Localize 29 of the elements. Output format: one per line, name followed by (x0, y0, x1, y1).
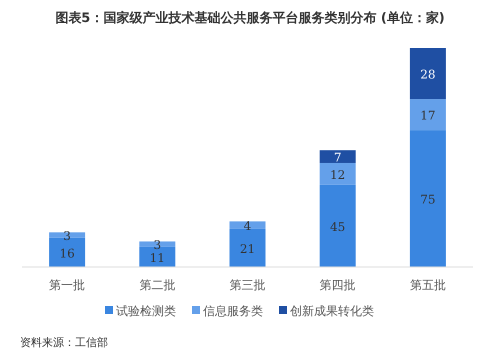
bar (410, 130, 446, 267)
data-label: 17 (420, 108, 436, 123)
x-tick-label: 第四批 (320, 278, 356, 292)
chart-title: 图表5：国家级产业技术基础公共服务平台服务类别分布 (单位：家) (55, 10, 445, 26)
x-tick-label: 第三批 (230, 278, 266, 292)
data-label: 16 (59, 246, 75, 260)
legend-label: 信息服务类 (203, 304, 263, 318)
data-label: 3 (153, 238, 162, 252)
data-label: 75 (420, 192, 436, 207)
bar (320, 150, 356, 163)
x-tick-label: 第二批 (139, 278, 176, 292)
legend-label: 试验检测类 (116, 304, 176, 318)
data-label: 12 (330, 168, 346, 182)
bar (320, 184, 356, 267)
bar (410, 48, 446, 100)
legend-label: 创新成果转化类 (290, 304, 374, 318)
bar (410, 99, 446, 130)
x-tick-label: 第五批 (410, 278, 446, 292)
data-label: 4 (244, 219, 252, 234)
bar (320, 162, 356, 185)
data-label: 21 (240, 242, 256, 256)
x-tick-label: 第一批 (49, 278, 86, 292)
data-label: 28 (420, 68, 436, 82)
data-label: 7 (334, 150, 342, 165)
data-label: 3 (63, 229, 71, 244)
text: 资料来源：工信部 (20, 336, 108, 349)
data-label: 45 (330, 220, 346, 234)
data-label: 11 (150, 250, 165, 265)
bar (230, 228, 266, 267)
